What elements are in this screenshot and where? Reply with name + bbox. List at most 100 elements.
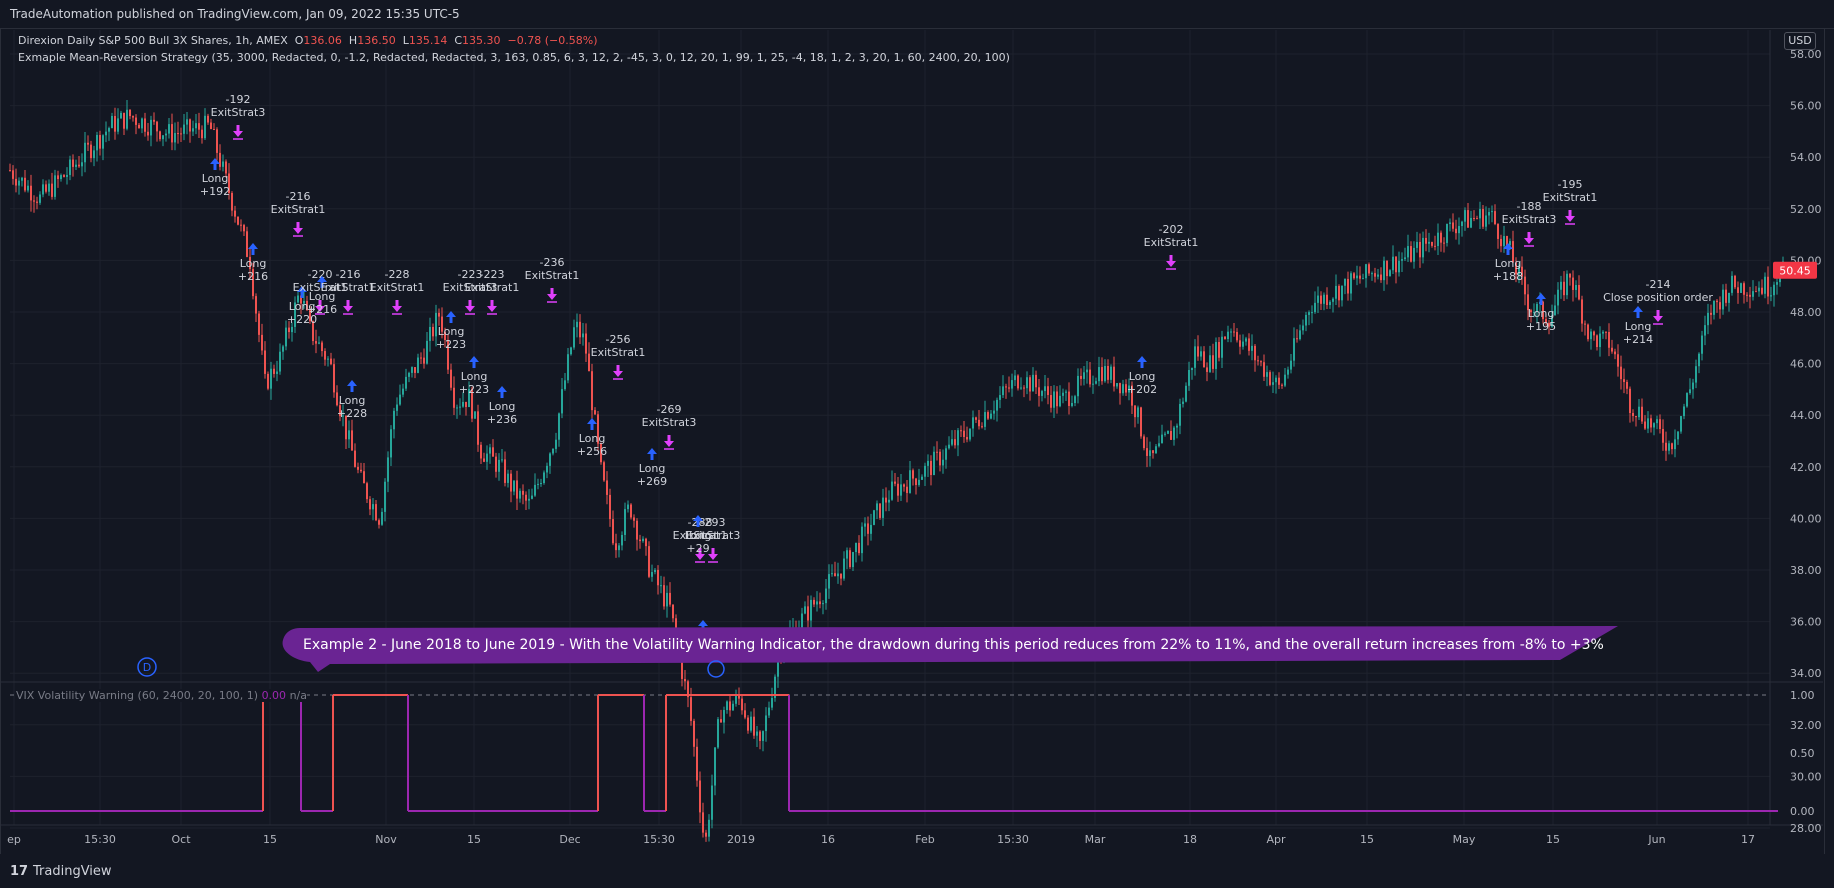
candle-body [279,351,281,372]
candle-body [129,109,131,117]
candle-body [687,681,689,698]
candle-body [414,367,416,373]
candle-body [1194,346,1196,368]
candle-body [171,124,173,143]
close-label: C [454,34,463,47]
candle-body [1350,273,1352,294]
candle-body [723,710,725,723]
candle-body [768,707,770,716]
currency-button[interactable]: USD [1784,32,1816,50]
candle-body [972,417,974,429]
candle-body [390,429,392,458]
candle-body [540,483,542,485]
candle-body [267,373,269,389]
strategy-legend[interactable]: Exmaple Mean-Reversion Strategy (35, 300… [18,51,1010,64]
candle-body [1659,419,1661,430]
candle-body [714,747,716,786]
x-tick-label: 15 [467,833,481,846]
candle-body [1755,291,1757,293]
candle-body [366,483,368,500]
candle-body [597,414,599,444]
trade-exit-value: -195 [1558,178,1583,191]
candle-body [18,180,20,186]
candle-body [1137,407,1139,418]
candle-body [1587,324,1589,340]
exit-arrow-icon [293,222,303,234]
candle-body [372,504,374,510]
candle-body [1722,289,1724,310]
candle-body [1278,377,1280,385]
candle-body [1182,401,1184,404]
candle-body [963,430,965,438]
candle-body [1251,345,1253,351]
candle-body [1233,331,1235,333]
candle-body [1629,388,1631,414]
candle-body [57,175,59,180]
candle-body [1590,331,1592,340]
trade-entry-value: +216 [307,303,337,316]
candle-body [1740,283,1742,293]
tradingview-logo-icon[interactable]: 𝟭𝟳 [10,864,29,879]
candle-body [1131,385,1133,406]
candle-body [306,300,308,310]
candle-body [1062,392,1064,396]
candle-body [846,550,848,559]
candle-body [330,358,332,365]
candle-body [243,225,245,232]
candle-body [1743,283,1745,295]
candle-body [1329,301,1331,306]
candle-body [501,459,503,461]
candle-body [615,543,617,551]
candle-body [357,466,359,470]
x-tick-label: Jun [1647,833,1665,846]
annotation-banner-text: Example 2 - June 2018 to June 2019 - Wit… [303,637,1604,653]
candle-body [300,295,302,304]
candle-body [282,346,284,352]
candle-body [1500,238,1502,247]
candle-body [45,184,47,192]
tradingview-brand[interactable]: TradingView [33,864,112,879]
candle-body [285,327,287,347]
candle-body [39,194,41,203]
candle-body [627,504,629,510]
candle-body [822,603,824,605]
trade-entry-value: +216 [238,270,268,283]
candle-body [426,340,428,364]
candle-body [909,470,911,493]
indicator-legend[interactable]: VIX Volatility Warning (60, 2400, 20, 10… [16,689,307,702]
candle-body [1401,259,1403,261]
candle-body [150,119,152,136]
candle-body [864,523,866,527]
candle-body [1083,372,1085,379]
candle-body [1098,367,1100,382]
candle-body [528,498,530,501]
trade-entry-value: +192 [200,185,230,198]
long-arrow-icon [297,286,307,298]
candle-body [573,327,575,348]
candle-body [1602,331,1604,334]
exit-arrow-icon [1166,255,1176,267]
candle-body [1572,277,1574,290]
candle-body [996,399,998,411]
candle-body [630,504,632,518]
trade-entry-value: +214 [1623,333,1653,346]
last-price-badge [1773,261,1817,279]
candle-body [1368,264,1370,274]
candle-body [606,480,608,495]
candle-body [1389,270,1391,277]
exit-arrow-icon [1653,310,1663,322]
candle-body [72,159,74,167]
candle-body [156,121,158,132]
candle-body [861,526,863,554]
candle-body [1206,367,1208,372]
trade-exit-label: ExitStrat3 [686,529,741,542]
exit-arrow-icon [1565,210,1575,222]
candle-body [813,599,815,605]
candle-body [1041,391,1043,396]
candle-body [159,131,161,140]
long-arrow-icon [210,158,220,170]
candle-body [1431,241,1433,246]
candle-body [30,185,32,201]
candle-body [1032,374,1034,392]
